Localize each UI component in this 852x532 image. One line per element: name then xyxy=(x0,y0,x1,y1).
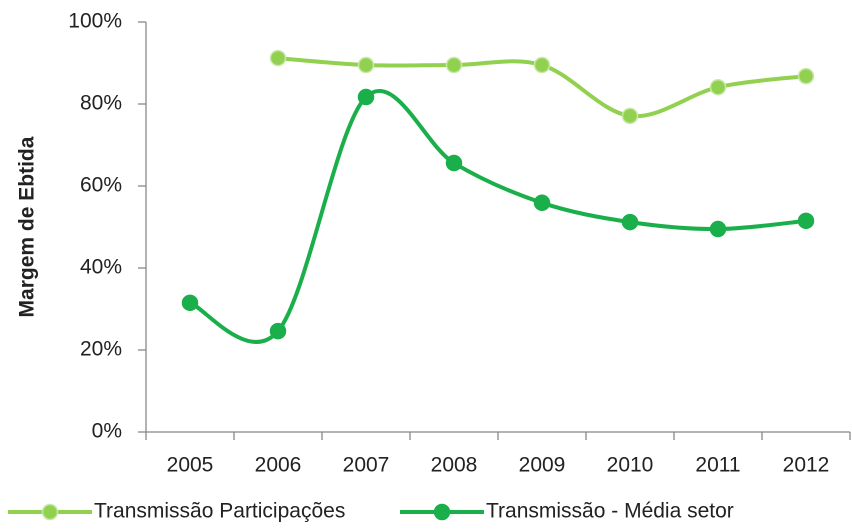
point xyxy=(445,56,463,74)
x-tick-label: 2007 xyxy=(343,454,390,477)
point xyxy=(621,213,639,231)
point xyxy=(357,88,375,106)
point xyxy=(709,220,727,238)
point xyxy=(621,107,639,125)
point xyxy=(797,212,815,230)
legend-label: Transmissão Participações xyxy=(94,500,345,523)
x-tick-label: 2009 xyxy=(519,454,566,477)
point xyxy=(269,322,287,340)
legend-label: Transmissão - Média setor xyxy=(486,500,734,523)
point xyxy=(533,56,551,74)
point xyxy=(709,78,727,96)
x-tick-label: 2011 xyxy=(695,454,740,477)
x-tick-label: 2010 xyxy=(607,454,654,477)
point xyxy=(269,49,287,67)
x-tick-label: 2006 xyxy=(255,454,302,477)
point xyxy=(797,67,815,85)
y-tick-label: 80% xyxy=(80,92,122,115)
y-tick-label: 40% xyxy=(80,256,122,279)
y-axis-title: Margem de Ebtida xyxy=(16,136,39,317)
x-tick-label: 2008 xyxy=(431,454,478,477)
point xyxy=(445,154,463,172)
point xyxy=(357,56,375,74)
legend-marker xyxy=(41,503,59,521)
point xyxy=(181,294,199,312)
legend-marker xyxy=(433,503,451,521)
y-tick-label: 0% xyxy=(92,420,122,443)
y-tick-label: 60% xyxy=(80,174,122,197)
y-tick-label: 100% xyxy=(68,10,122,33)
y-tick-label: 20% xyxy=(80,338,122,361)
series-line xyxy=(189,88,807,344)
x-tick-label: 2012 xyxy=(783,454,830,477)
point xyxy=(533,194,551,212)
x-tick-label: 2005 xyxy=(167,454,214,477)
